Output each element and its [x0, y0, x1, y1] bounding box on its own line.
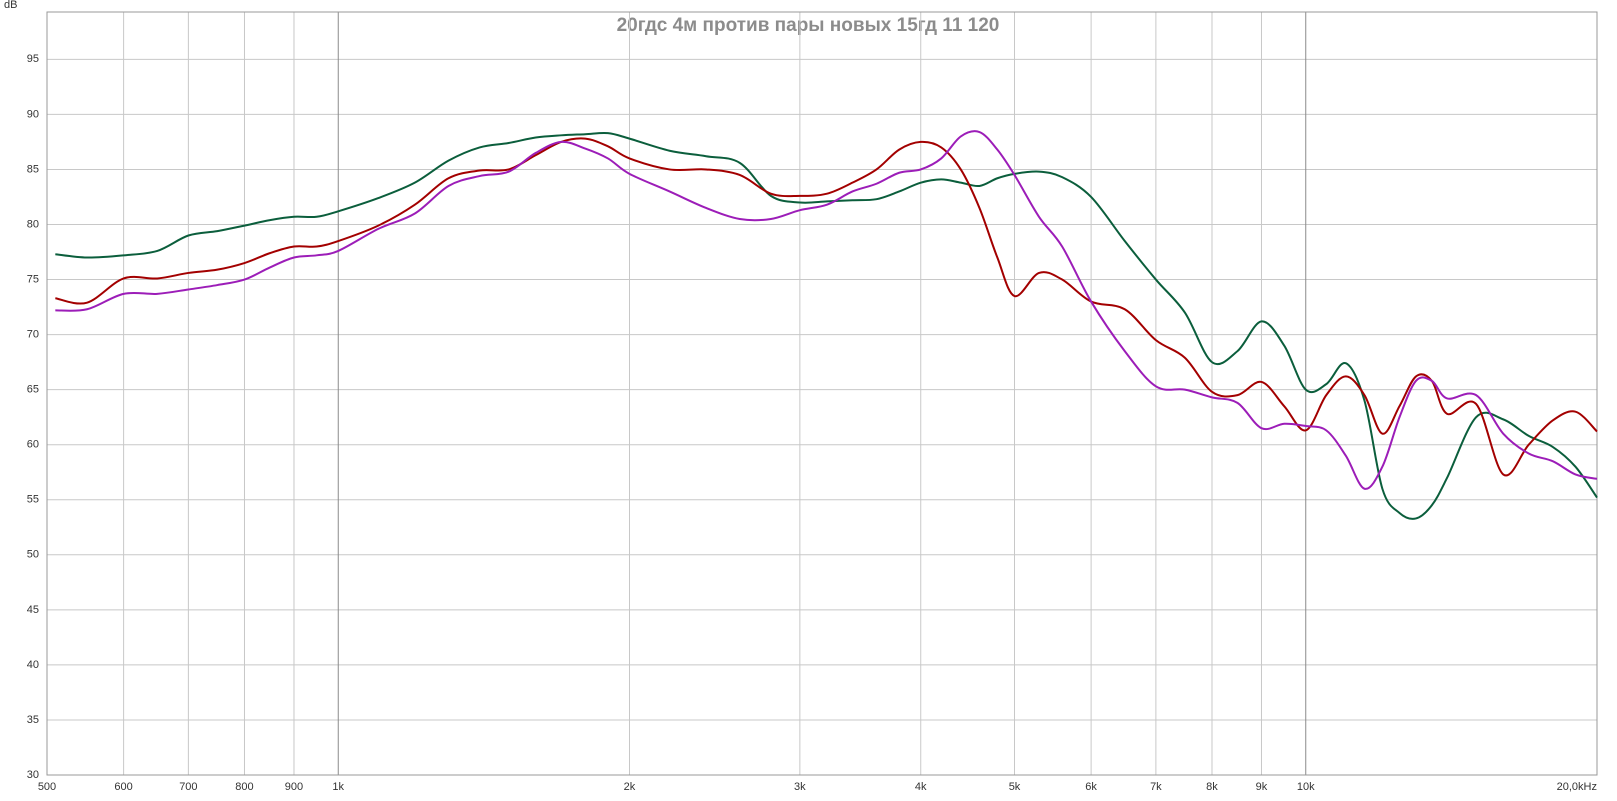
y-tick-label: 65	[27, 384, 39, 396]
x-tick-label: 4k	[915, 781, 927, 793]
x-tick-label: 800	[235, 781, 253, 793]
y-tick-label: 80	[27, 218, 39, 230]
y-tick-label: 30	[27, 769, 39, 781]
y-tick-label: 90	[27, 108, 39, 120]
x-tick-label: 6k	[1085, 781, 1097, 793]
x-tick-label: 20,0kHz	[1557, 781, 1597, 793]
response-line	[55, 131, 1598, 520]
y-tick-label: 50	[27, 549, 39, 561]
y-tick-label: 40	[27, 659, 39, 671]
x-tick-label: 8k	[1206, 781, 1218, 793]
y-tick-label: 70	[27, 329, 39, 341]
x-tick-label: 7k	[1150, 781, 1162, 793]
y-tick-label: 35	[27, 714, 39, 726]
x-tick-label: 1k	[332, 781, 344, 793]
response-line	[55, 130, 1598, 490]
x-tick-label: 600	[114, 781, 132, 793]
response-line	[55, 137, 1598, 477]
y-tick-label: 85	[27, 163, 39, 175]
x-tick-label: 900	[285, 781, 303, 793]
x-tick-label: 500	[38, 781, 56, 793]
y-tick-label: 45	[27, 604, 39, 616]
plot-frame	[46, 11, 1598, 776]
x-tick-label: 3k	[794, 781, 806, 793]
x-tick-label: 5k	[1009, 781, 1021, 793]
y-tick-label: 55	[27, 494, 39, 506]
x-tick-label: 700	[179, 781, 197, 793]
y-tick-label: 75	[27, 273, 39, 285]
y-axis-label: dB	[4, 0, 17, 11]
x-tick-label: 10k	[1297, 781, 1315, 793]
chart-title: 20гдс 4м против пары новых 15гд 11 120	[617, 15, 1000, 36]
y-tick-label: 95	[27, 53, 39, 65]
x-tick-label: 2k	[624, 781, 636, 793]
y-tick-label: 60	[27, 439, 39, 451]
x-tick-label: 9k	[1256, 781, 1268, 793]
